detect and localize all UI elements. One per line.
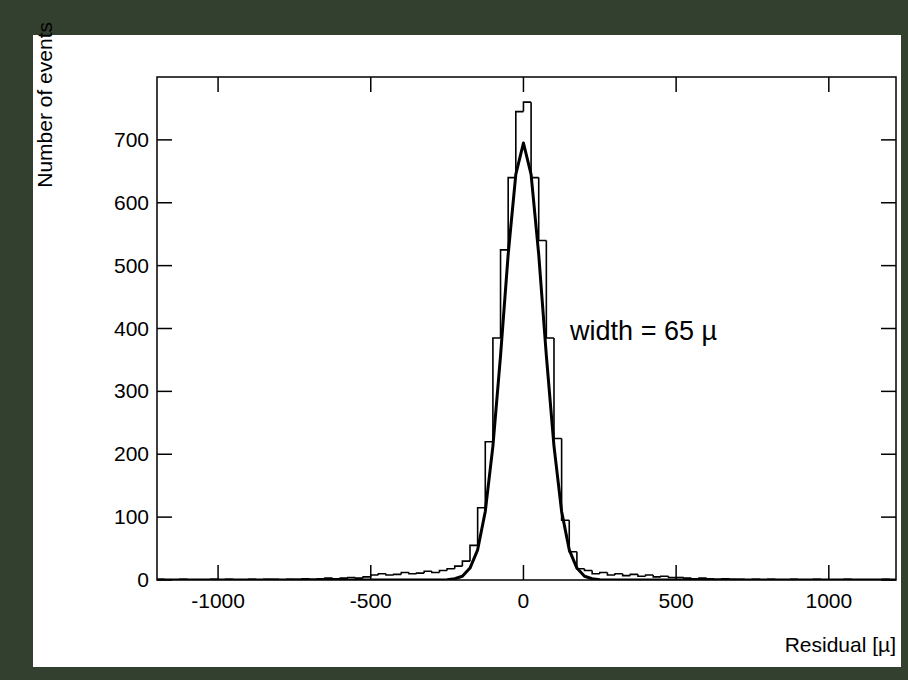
chart-root: -1000 -500 0 500 1000 0 100 200 300 400 500 600 700 N… xyxy=(0,0,908,680)
histogram-bin xyxy=(630,574,638,575)
y-tick xyxy=(157,265,172,267)
histogram-bin xyxy=(638,574,646,576)
y-tick-right xyxy=(881,579,896,581)
y-tick-label: 600 xyxy=(114,191,149,214)
y-tick-label: 500 xyxy=(114,254,149,277)
histogram-bin xyxy=(546,240,554,337)
histogram-bin xyxy=(668,576,676,577)
y-tick-right xyxy=(881,265,896,267)
y-tick-label: 100 xyxy=(114,505,149,528)
y-tick xyxy=(157,328,172,330)
x-tick-label: -500 xyxy=(350,589,392,612)
x-axis-title: Residual [µ] xyxy=(785,633,896,656)
histogram-bin xyxy=(676,577,684,579)
x-tick xyxy=(370,565,372,580)
y-tick-label: 200 xyxy=(114,442,149,465)
y-tick xyxy=(157,391,172,393)
histogram-bin xyxy=(646,575,654,576)
y-tick-right xyxy=(881,516,896,518)
plot-frame xyxy=(157,77,896,580)
x-tick-label: 500 xyxy=(659,589,694,612)
histogram-bin xyxy=(592,571,600,574)
y-tick-right xyxy=(881,328,896,330)
fit-curve xyxy=(157,143,896,580)
x-tick-top xyxy=(523,77,525,92)
x-tick-top xyxy=(675,77,677,92)
histogram-bin xyxy=(523,102,531,111)
histogram-bin xyxy=(386,574,394,575)
histogram-bin xyxy=(539,178,547,241)
histogram-bin xyxy=(409,572,417,573)
y-tick-right xyxy=(881,391,896,393)
y-tick xyxy=(157,139,172,141)
y-tick-right xyxy=(881,139,896,141)
histogram-bin xyxy=(439,571,447,573)
histogram-bin xyxy=(371,575,379,577)
x-tick-label: 0 xyxy=(518,589,530,612)
histogram-bin xyxy=(661,575,669,577)
x-tick xyxy=(828,565,830,580)
y-tick-right xyxy=(881,202,896,204)
background xyxy=(0,0,908,680)
histogram-bin xyxy=(424,571,432,573)
plot-area xyxy=(157,102,896,580)
y-tick xyxy=(157,202,172,204)
histogram-bin xyxy=(394,574,402,576)
histogram-bin xyxy=(554,338,562,439)
y-tick-right xyxy=(881,454,896,456)
histogram-bin xyxy=(401,572,409,574)
histogram-bin xyxy=(600,572,608,573)
y-tick-label: 700 xyxy=(114,128,149,151)
x-tick xyxy=(523,565,525,580)
x-tick-top xyxy=(828,77,830,92)
y-tick-label: 0 xyxy=(137,568,149,591)
histogram-bin xyxy=(462,561,470,566)
histogram-bin xyxy=(432,571,440,572)
histogram-bin xyxy=(623,574,631,576)
histogram-bin xyxy=(653,575,661,577)
histogram-bin xyxy=(615,574,623,575)
x-tick-top xyxy=(217,77,219,92)
histogram-bin xyxy=(607,572,615,575)
histogram-bin xyxy=(531,102,539,177)
y-tick-label: 400 xyxy=(114,317,149,340)
histogram-bin xyxy=(569,520,577,551)
annotation: width = 65 µ xyxy=(569,316,717,346)
histogram-bin xyxy=(417,572,425,574)
histogram-bin xyxy=(455,566,463,569)
histogram-bin xyxy=(447,569,455,571)
histogram-bin xyxy=(577,552,585,569)
x-tick-label: -1000 xyxy=(191,589,245,612)
histogram-bin xyxy=(363,577,371,578)
histogram-bin xyxy=(585,569,593,571)
x-tick xyxy=(675,565,677,580)
y-tick xyxy=(157,516,172,518)
histogram-bin xyxy=(562,439,570,521)
x-tick-label: 1000 xyxy=(805,589,852,612)
y-tick xyxy=(157,454,172,456)
x-tick xyxy=(217,565,219,580)
x-tick-top xyxy=(370,77,372,92)
histogram-bin xyxy=(378,574,386,575)
y-tick xyxy=(157,579,172,581)
y-axis-title: Number of events xyxy=(33,22,56,188)
y-tick-label: 300 xyxy=(114,379,149,402)
